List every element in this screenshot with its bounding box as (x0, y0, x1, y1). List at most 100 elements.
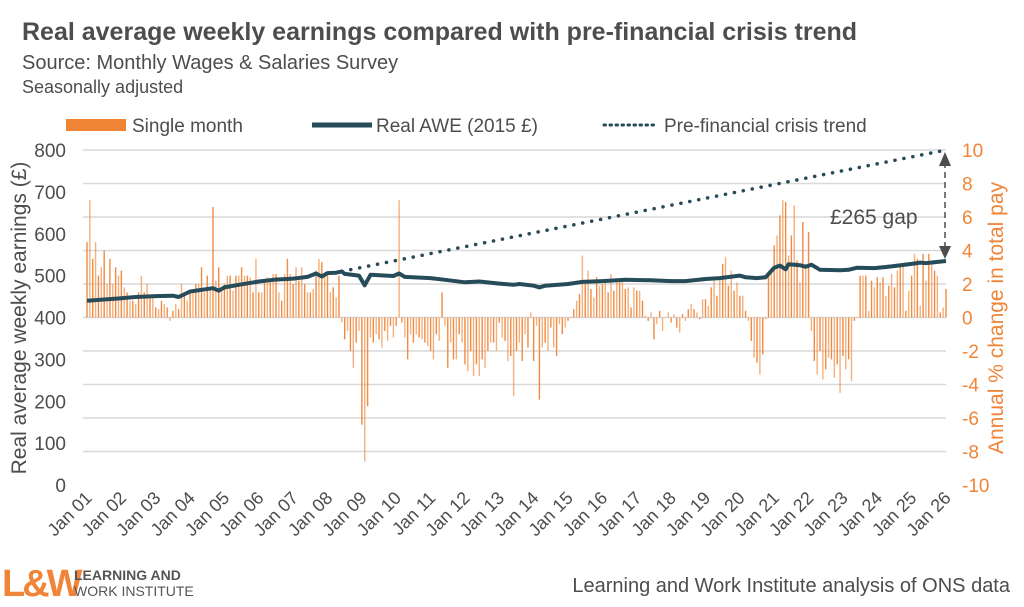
single-month-bar (169, 317, 171, 321)
single-month-bar (415, 317, 417, 335)
single-month-bar (902, 263, 904, 318)
single-month-bar (716, 295, 718, 318)
single-month-bar (681, 314, 684, 318)
single-month-bar (670, 317, 672, 323)
single-month-bar (269, 280, 271, 318)
single-month-bar (644, 315, 647, 318)
single-month-bar (693, 309, 695, 318)
left-axis-tick-label: 800 (34, 141, 66, 162)
single-month-bar (650, 312, 652, 318)
single-month-bar (389, 317, 392, 326)
single-month-bar (126, 292, 128, 318)
single-month-bar (813, 317, 815, 362)
single-month-bar (710, 287, 712, 318)
right-axis-tick-label: 6 (962, 208, 973, 229)
single-month-bar (939, 312, 941, 318)
single-month-bar (361, 317, 363, 425)
single-month-bar (406, 317, 409, 360)
single-month-bar (238, 275, 240, 318)
single-month-bar (839, 317, 841, 393)
right-axis-ticks: 10 8 6 4 2 0 -2 -4 -6 -8 -10 (962, 141, 989, 497)
single-month-bar (364, 317, 366, 462)
single-month-bar (842, 317, 844, 357)
single-month-bar (687, 309, 689, 318)
right-axis-tick-label: 2 (962, 275, 973, 296)
single-month-bar (163, 304, 166, 318)
single-month-bar (925, 280, 927, 318)
single-month-bar (724, 257, 727, 318)
single-month-bar (398, 200, 400, 318)
right-axis-tick-label: -8 (962, 443, 979, 464)
single-month-bar (455, 317, 458, 360)
single-month-bar (933, 270, 936, 318)
single-month-bar (223, 284, 226, 318)
single-month-bar (266, 277, 269, 318)
single-month-bar (885, 295, 887, 318)
single-month-bar (404, 317, 406, 338)
single-month-bar (103, 250, 105, 318)
single-month-bar (309, 292, 312, 318)
single-month-bar (372, 317, 375, 343)
left-axis-ticks: 800 700 600 500 400 300 200 100 0 (34, 141, 66, 497)
single-month-bar (636, 290, 638, 318)
single-month-bar (258, 292, 260, 318)
single-month-bar (292, 284, 294, 318)
single-month-bar (555, 317, 558, 357)
single-month-bar (633, 287, 635, 318)
single-month-bar (444, 317, 446, 326)
single-month-bar (332, 287, 334, 318)
single-month-bar (289, 273, 291, 318)
single-month-bar (656, 317, 658, 325)
single-month-bar (263, 280, 266, 318)
gap-arrow-down-icon (939, 246, 951, 259)
trend-line (340, 148, 948, 274)
single-month-bar (243, 275, 246, 318)
single-month-bar (799, 282, 801, 318)
single-month-bar (658, 310, 661, 318)
single-month-bar (249, 277, 251, 318)
single-month-bar (647, 317, 649, 321)
single-month-bar (510, 317, 512, 357)
single-month-bar (762, 317, 764, 355)
single-month-bar (550, 317, 552, 328)
single-month-bar (441, 292, 443, 318)
gap-arrow-up-icon (939, 152, 951, 166)
right-axis-tick-label: -4 (962, 376, 979, 397)
single-month-bar (945, 289, 947, 318)
single-month-bar (804, 263, 807, 318)
single-month-bar (558, 317, 561, 325)
single-month-bar (487, 317, 489, 351)
single-month-bar (312, 289, 314, 318)
single-month-bar (281, 300, 283, 318)
left-axis-title: Real average weekly earnings (£) (8, 162, 31, 475)
legend-label-real-awe: Real AWE (2015 £) (376, 116, 538, 137)
single-month-bar (260, 292, 263, 318)
single-month-bar (438, 317, 440, 341)
single-month-bar (836, 317, 838, 365)
single-month-bar (129, 300, 131, 318)
single-month-bar (375, 317, 377, 335)
single-month-bar (203, 292, 206, 318)
single-month-bar (867, 310, 870, 318)
single-month-bar (381, 317, 383, 348)
single-month-bar (467, 317, 469, 372)
single-month-bar (910, 275, 913, 318)
single-month-bar (564, 317, 566, 328)
single-month-bar (295, 267, 297, 318)
single-month-bar (870, 280, 873, 318)
single-month-bar (469, 317, 472, 351)
single-month-bar (873, 287, 876, 318)
single-month-bar (186, 300, 188, 318)
single-month-bar (690, 304, 692, 318)
single-month-bar (166, 307, 168, 318)
single-month-bar (638, 290, 641, 318)
single-month-bar (770, 268, 773, 318)
single-month-bar (344, 317, 346, 340)
single-month-bar (667, 312, 669, 318)
single-month-bar (484, 317, 486, 368)
single-month-bar (816, 317, 818, 375)
single-month-bar (278, 292, 280, 318)
single-month-bar (930, 260, 933, 318)
single-month-bar (802, 222, 804, 318)
